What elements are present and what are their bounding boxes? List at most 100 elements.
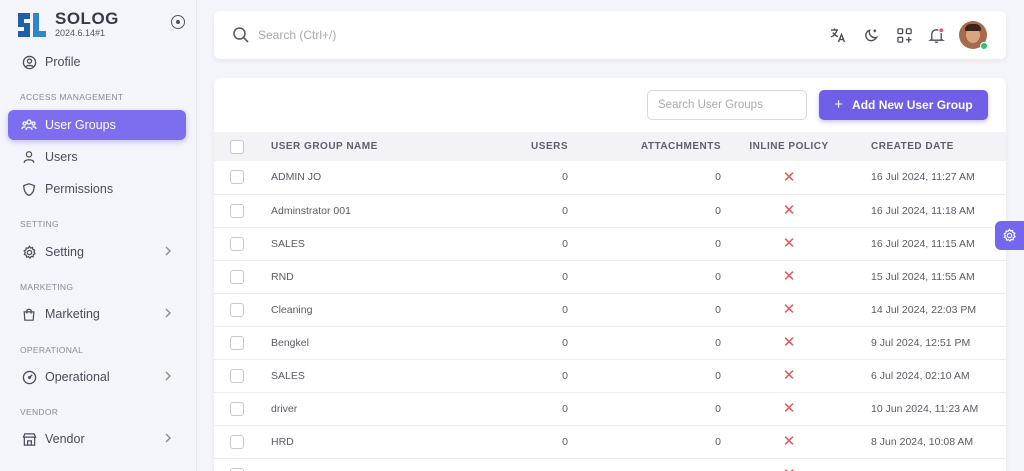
created-date-cell: 6 Jul 2024, 02:10 AM	[871, 369, 970, 382]
attachments-count-cell: 0	[715, 303, 721, 316]
group-name-cell: ADMIN JO	[271, 171, 322, 184]
table-header-row: USER GROUP NAME USERS ATTACHMENTS INLINE…	[214, 132, 1006, 161]
user-groups-card: + Add New User Group USER GROUP NAME USE…	[214, 78, 1006, 471]
shopping-bag-icon	[21, 306, 37, 322]
users-count-cell: 0	[562, 303, 568, 316]
chevron-right-icon	[165, 246, 171, 256]
section-label: OPERATIONAL	[20, 345, 84, 355]
row-checkbox[interactable]	[230, 170, 244, 185]
group-name-cell: driver	[271, 402, 298, 415]
header-user-group-name[interactable]: USER GROUP NAME	[271, 141, 378, 152]
table-row[interactable]: HRD 0 0 ✕ 8 Jun 2024, 10:08 AM	[214, 425, 1006, 458]
user-avatar[interactable]	[959, 21, 988, 50]
sidebar: SOLOG 2024.6.14#1 Profile ACCESS MANAGEM…	[0, 0, 197, 471]
sidebar-item-label: Profile	[45, 55, 81, 69]
created-date-cell: 14 Jul 2024, 22:03 PM	[871, 303, 977, 316]
add-user-group-button[interactable]: + Add New User Group	[819, 90, 988, 120]
cross-icon: ✕	[782, 301, 796, 318]
attachments-count-cell: 0	[568, 458, 721, 471]
header-inline-policy[interactable]: INLINE POLICY	[749, 141, 829, 152]
table-row[interactable]: SALES 0 0 ✕ 6 Jul 2024, 02:10 AM	[214, 359, 1006, 392]
brand-name: SOLOG	[55, 9, 119, 28]
group-name-cell: Adminstrator 001	[271, 204, 351, 217]
group-name-cell: RND	[271, 270, 294, 283]
sidebar-toggle-icon[interactable]	[171, 15, 185, 29]
chevron-right-icon	[165, 433, 171, 443]
row-checkbox[interactable]	[230, 203, 244, 218]
attachments-count-cell: 0	[715, 369, 721, 382]
sidebar-item-vendor[interactable]: Vendor	[8, 424, 186, 454]
gear-icon	[21, 244, 37, 260]
users-count-cell: 0	[562, 402, 568, 415]
top-navbar	[214, 11, 1006, 59]
solog-logo	[18, 13, 46, 37]
users-count-cell: 0	[562, 237, 568, 250]
sidebar-item-profile[interactable]: Profile	[8, 47, 186, 77]
gear-icon	[1003, 228, 1016, 243]
group-name-cell: Bengkel	[271, 336, 309, 349]
add-user-group-label: Add New User Group	[852, 98, 973, 112]
row-checkbox[interactable]	[230, 467, 244, 471]
sidebar-item-setting[interactable]: Setting	[8, 237, 186, 267]
global-search-input[interactable]	[258, 25, 558, 45]
search-icon[interactable]	[232, 26, 250, 44]
created-date-cell: 8 Jun 2024, 10:08 AM	[871, 435, 974, 448]
translate-icon[interactable]	[828, 25, 848, 45]
row-checkbox[interactable]	[230, 236, 244, 251]
users-count-cell: 0	[562, 270, 568, 283]
group-name-cell: Tester	[271, 458, 471, 471]
sidebar-item-operational[interactable]: Operational	[8, 362, 186, 392]
bell-icon[interactable]	[926, 25, 946, 45]
cross-icon: ✕	[782, 202, 796, 219]
table-row[interactable]: RND 0 0 ✕ 15 Jul 2024, 11:55 AM	[214, 260, 1006, 293]
sidebar-item-users[interactable]: Users	[8, 142, 186, 172]
brand: SOLOG 2024.6.14#1	[16, 8, 186, 42]
users-count-cell: 0	[562, 171, 568, 184]
header-created-date[interactable]: CREATED DATE	[871, 141, 954, 152]
row-checkbox[interactable]	[230, 269, 244, 284]
attachments-count-cell: 0	[715, 171, 721, 184]
section-label: MARKETING	[20, 282, 74, 292]
select-all-checkbox[interactable]	[230, 139, 244, 154]
sidebar-item-user-groups[interactable]: User Groups	[8, 110, 186, 140]
users-count-cell: 0	[562, 369, 568, 382]
avatar-face	[966, 27, 980, 43]
grid-plus-icon[interactable]	[894, 25, 914, 45]
table-row[interactable]: ADMIN JO 0 0 ✕ 16 Jul 2024, 11:27 AM	[214, 161, 1006, 194]
attachments-count-cell: 0	[715, 237, 721, 250]
table-row[interactable]: Adminstrator 001 0 0 ✕ 16 Jul 2024, 11:1…	[214, 194, 1006, 227]
created-date-cell: 16 Jul 2024, 11:15 AM	[871, 237, 975, 250]
user-groups-search-input[interactable]	[647, 90, 807, 120]
theme-customizer-button[interactable]	[995, 221, 1024, 250]
group-name-cell: Cleaning	[271, 303, 313, 316]
moon-icon[interactable]	[861, 25, 881, 45]
cross-icon: ✕	[782, 168, 796, 186]
row-checkbox[interactable]	[230, 401, 244, 416]
chevron-right-icon	[165, 371, 171, 381]
row-checkbox[interactable]	[230, 302, 244, 317]
table-row[interactable]: Tester 0 0 ✕ 6 Jun 2024, 09:50 AM	[214, 458, 1006, 471]
table-row[interactable]: Cleaning 0 0 ✕ 14 Jul 2024, 22:03 PM	[214, 293, 1006, 326]
section-label: ACCESS MANAGEMENT	[20, 92, 124, 102]
cross-icon: ✕	[782, 433, 796, 450]
attachments-count-cell: 0	[715, 204, 721, 217]
table-row[interactable]: SALES 0 0 ✕ 16 Jul 2024, 11:15 AM	[214, 227, 1006, 260]
header-users[interactable]: USERS	[531, 141, 568, 152]
cross-icon: ✕	[782, 268, 796, 285]
shield-icon	[21, 181, 37, 197]
gauge-icon	[21, 369, 37, 385]
cross-icon: ✕	[782, 400, 796, 417]
table-row[interactable]: Bengkel 0 0 ✕ 9 Jul 2024, 12:51 PM	[214, 326, 1006, 359]
row-checkbox[interactable]	[230, 368, 244, 383]
row-checkbox[interactable]	[230, 335, 244, 350]
user-icon	[21, 149, 37, 165]
table-row[interactable]: driver 0 0 ✕ 10 Jun 2024, 11:23 AM	[214, 392, 1006, 425]
sidebar-item-permissions[interactable]: Permissions	[8, 174, 186, 204]
sidebar-item-marketing[interactable]: Marketing	[8, 299, 186, 329]
group-name-cell: SALES	[271, 369, 305, 382]
header-attachments[interactable]: ATTACHMENTS	[640, 141, 721, 152]
cross-icon: ✕	[782, 235, 796, 252]
row-checkbox[interactable]	[230, 434, 244, 449]
sidebar-item-label: Vendor	[45, 432, 85, 446]
users-count-cell: 0	[562, 435, 568, 448]
